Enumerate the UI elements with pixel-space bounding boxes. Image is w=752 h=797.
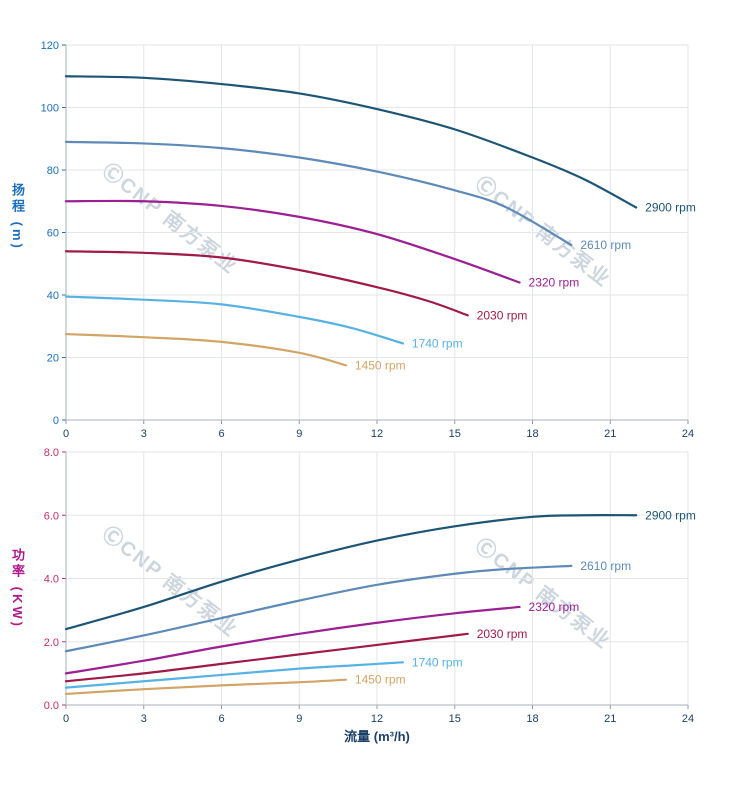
x-tick-label: 24 [682, 428, 694, 440]
y-tick-label: 0.0 [44, 700, 59, 712]
series-label-2320-rpm: 2320 rpm [529, 276, 580, 290]
series-label-1450-rpm: 1450 rpm [355, 673, 406, 687]
series-curve-1450-rpm [64, 678, 347, 696]
series-curve-2900-rpm [64, 75, 638, 209]
series-label-2030-rpm: 2030 rpm [477, 308, 528, 322]
x-tick-label: 18 [526, 428, 538, 440]
series-curve-2320-rpm [64, 605, 521, 675]
series-label-1740-rpm: 1740 rpm [412, 336, 463, 350]
series-curve-2610-rpm [64, 564, 573, 653]
x-tick-label: 12 [371, 713, 383, 725]
series-curve-2610-rpm [64, 140, 573, 247]
x-tick-label: 15 [449, 428, 461, 440]
x-tick-label: 0 [63, 428, 69, 440]
series-curve-2900-rpm [64, 514, 638, 631]
y-tick-label: 2.0 [44, 637, 59, 649]
x-tick-label: 21 [604, 713, 616, 725]
y-tick-label: 80 [47, 165, 59, 177]
series-label-2610-rpm: 2610 rpm [580, 238, 631, 252]
y-tick-label: 100 [41, 103, 59, 115]
series-label-2030-rpm: 2030 rpm [477, 627, 528, 641]
series-curve-2030-rpm [64, 250, 469, 317]
flow-axis-title: 流量 (m³/h) [344, 729, 410, 744]
y-tick-label: 20 [47, 353, 59, 365]
x-tick-label: 12 [371, 428, 383, 440]
y-tick-label: 120 [41, 40, 59, 52]
x-tick-label: 9 [296, 428, 302, 440]
x-tick-label: 9 [296, 713, 302, 725]
x-tick-label: 3 [141, 713, 147, 725]
series-curve-1740-rpm [64, 295, 405, 345]
series-label-2900-rpm: 2900 rpm [645, 508, 696, 522]
x-tick-label: 6 [218, 428, 224, 440]
series-curve-1740-rpm [64, 661, 405, 689]
y-tick-label: 60 [47, 228, 59, 240]
x-tick-label: 6 [218, 713, 224, 725]
x-tick-label: 3 [141, 428, 147, 440]
x-tick-label: 0 [63, 713, 69, 725]
series-curve-2030-rpm [64, 632, 469, 683]
series-label-2320-rpm: 2320 rpm [529, 600, 580, 614]
series-label-2900-rpm: 2900 rpm [645, 201, 696, 215]
x-tick-label: 18 [526, 713, 538, 725]
series-label-1450-rpm: 1450 rpm [355, 358, 406, 372]
y-tick-label: 8.0 [44, 447, 59, 459]
y-tick-label: 6.0 [44, 510, 59, 522]
y-tick-label: 4.0 [44, 574, 59, 586]
power-axis-title: 功率 (KW) [10, 548, 25, 629]
x-tick-label: 21 [604, 428, 616, 440]
x-tick-label: 24 [682, 713, 694, 725]
series-label-1740-rpm: 1740 rpm [412, 655, 463, 669]
y-tick-label: 40 [47, 290, 59, 302]
y-tick-label: 0 [53, 415, 59, 427]
x-tick-label: 15 [449, 713, 461, 725]
head-axis-title: 扬程 (m) [10, 183, 25, 251]
series-curve-2320-rpm [64, 199, 521, 284]
series-curve-1450-rpm [64, 332, 347, 367]
series-label-2610-rpm: 2610 rpm [580, 559, 631, 573]
